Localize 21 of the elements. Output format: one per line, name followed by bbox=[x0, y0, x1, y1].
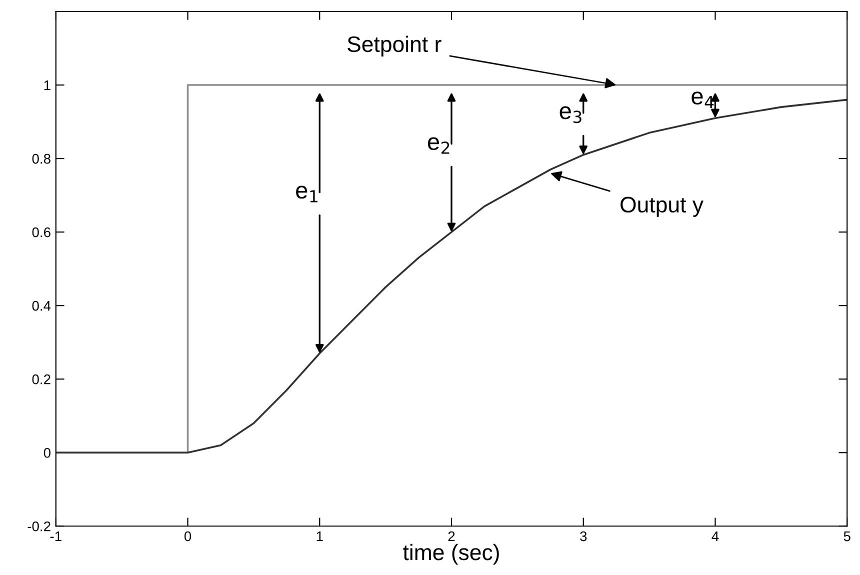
x-tick-label: -1 bbox=[50, 531, 62, 542]
annotation: e$_{2}$ bbox=[428, 137, 450, 154]
y-tick-label: 0.2 bbox=[32, 374, 50, 384]
annotation: e$_{1}$ bbox=[296, 186, 318, 202]
x-tick-label: 1 bbox=[316, 531, 323, 542]
y-tick-label: -0.2 bbox=[28, 521, 50, 532]
annotation: Output y bbox=[620, 196, 704, 217]
y-tick-label: 0.6 bbox=[32, 227, 50, 238]
y-tick-label: 1 bbox=[44, 80, 50, 90]
annotation: e$_{4}$ bbox=[692, 92, 714, 108]
x-axis-title: time (sec) bbox=[403, 544, 499, 565]
y-tick-label: 0.8 bbox=[32, 154, 50, 164]
x-tick-label: 4 bbox=[712, 531, 719, 542]
x-tick-label: 3 bbox=[580, 531, 587, 542]
x-tick-label: 5 bbox=[844, 531, 850, 542]
y-tick-label: 0 bbox=[44, 448, 50, 458]
annotation: e$_{3}$ bbox=[560, 106, 582, 124]
annotation: Setpoint r bbox=[348, 36, 442, 56]
x-tick-label: 2 bbox=[448, 531, 455, 542]
x-tick-label: 0 bbox=[184, 531, 192, 542]
y-tick-label: 0.4 bbox=[32, 300, 51, 311]
